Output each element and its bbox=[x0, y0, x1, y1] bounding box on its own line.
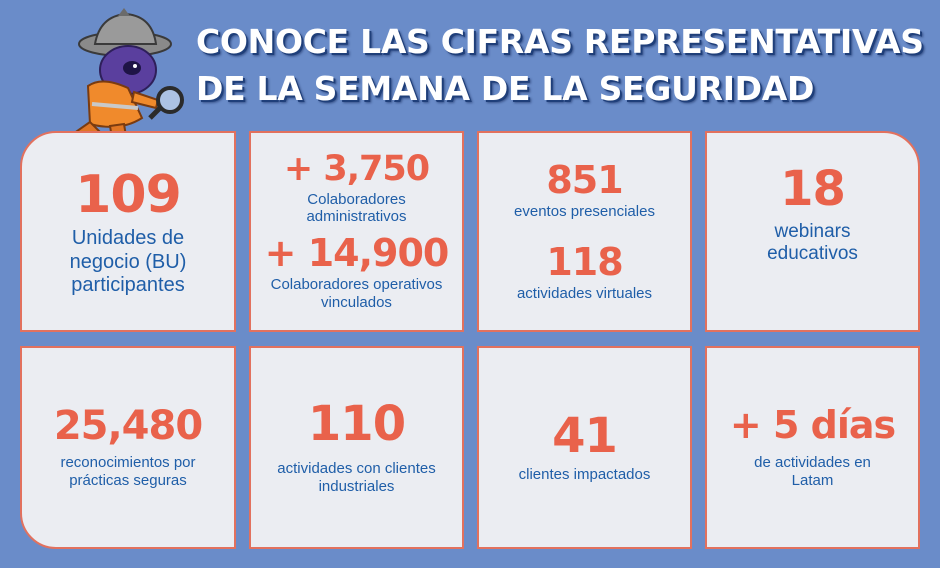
days-label: de actividades en Latam bbox=[754, 453, 871, 489]
webinars-label: webinars educativos bbox=[767, 221, 858, 265]
in-person-events-value: 851 bbox=[546, 157, 623, 202]
virtual-activities-label: actividades virtuales bbox=[516, 284, 653, 302]
industrial-activities-label: actividades con clientes industriales bbox=[277, 459, 436, 495]
operative-staff-value: + 14,900 bbox=[264, 231, 450, 275]
in-person-events-label: eventos presenciales bbox=[514, 202, 655, 220]
business-units-value: 109 bbox=[75, 165, 182, 226]
title-line-2: DE LA SEMANA DE LA SEGURIDAD bbox=[196, 69, 815, 108]
title-line-1: CONOCE LAS CIFRAS REPRESENTATIVAS bbox=[196, 22, 924, 61]
stat-card-clientes-industriales: 110 actividades con clientes industriale… bbox=[249, 346, 464, 549]
impacted-clients-label: clientes impactados bbox=[518, 465, 651, 483]
admin-staff-value: + 3,750 bbox=[283, 148, 430, 189]
admin-staff-label: Colaboradores administrativos bbox=[306, 190, 407, 226]
page-title: CONOCE LAS CIFRAS REPRESENTATIVAS DE LA … bbox=[196, 18, 926, 112]
recognitions-label: reconocimientos por prácticas seguras bbox=[60, 453, 196, 489]
business-units-label: Unidades de negocio (BU) participantes bbox=[69, 227, 187, 297]
operative-staff-label: Colaboradores operativos vinculados bbox=[270, 276, 443, 311]
stat-card-webinars: 18 webinars educativos bbox=[705, 131, 920, 332]
webinars-value: 18 bbox=[780, 161, 846, 217]
stat-card-clientes-impactados: 41 clientes impactados bbox=[477, 346, 692, 549]
stat-card-dias: + 5 días de actividades en Latam bbox=[705, 346, 920, 549]
impacted-clients-value: 41 bbox=[552, 407, 618, 464]
recognitions-value: 25,480 bbox=[53, 402, 203, 449]
stat-card-colaboradores: + 3,750 Colaboradores administrativos + … bbox=[249, 131, 464, 332]
industrial-activities-value: 110 bbox=[307, 395, 406, 452]
days-value: + 5 días bbox=[729, 402, 896, 447]
virtual-activities-value: 118 bbox=[546, 239, 623, 284]
stat-card-reconocimientos: 25,480 reconocimientos por prácticas seg… bbox=[20, 346, 236, 549]
stat-card-business-units: 109 Unidades de negocio (BU) participant… bbox=[20, 131, 236, 332]
stat-card-eventos: 851 eventos presenciales 118 actividades… bbox=[477, 131, 692, 332]
